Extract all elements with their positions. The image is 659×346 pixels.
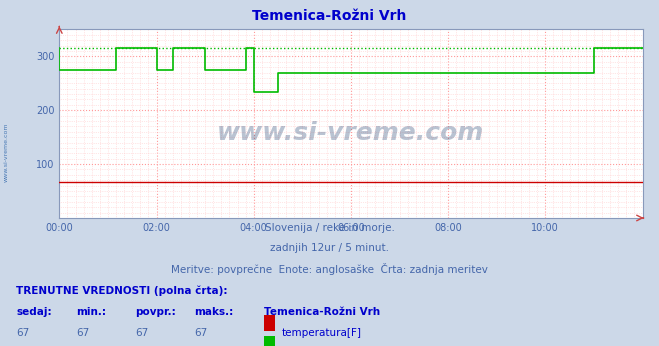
Text: www.si-vreme.com: www.si-vreme.com	[3, 122, 9, 182]
Text: Temenica-Rožni Vrh: Temenica-Rožni Vrh	[264, 307, 380, 317]
Text: www.si-vreme.com: www.si-vreme.com	[217, 121, 484, 145]
Text: sedaj:: sedaj:	[16, 307, 52, 317]
Text: maks.:: maks.:	[194, 307, 234, 317]
Text: povpr.:: povpr.:	[135, 307, 176, 317]
Text: 67: 67	[135, 328, 148, 338]
Text: temperatura[F]: temperatura[F]	[282, 328, 362, 338]
Text: Slovenija / reke in morje.: Slovenija / reke in morje.	[264, 223, 395, 233]
Text: TRENUTNE VREDNOSTI (polna črta):: TRENUTNE VREDNOSTI (polna črta):	[16, 285, 228, 296]
Text: Temenica-Rožni Vrh: Temenica-Rožni Vrh	[252, 9, 407, 22]
Text: 67: 67	[76, 328, 89, 338]
Text: 67: 67	[194, 328, 208, 338]
Text: Meritve: povprečne  Enote: anglosaške  Črta: zadnja meritev: Meritve: povprečne Enote: anglosaške Črt…	[171, 263, 488, 275]
Text: min.:: min.:	[76, 307, 106, 317]
Text: 67: 67	[16, 328, 30, 338]
Text: zadnjih 12ur / 5 minut.: zadnjih 12ur / 5 minut.	[270, 243, 389, 253]
